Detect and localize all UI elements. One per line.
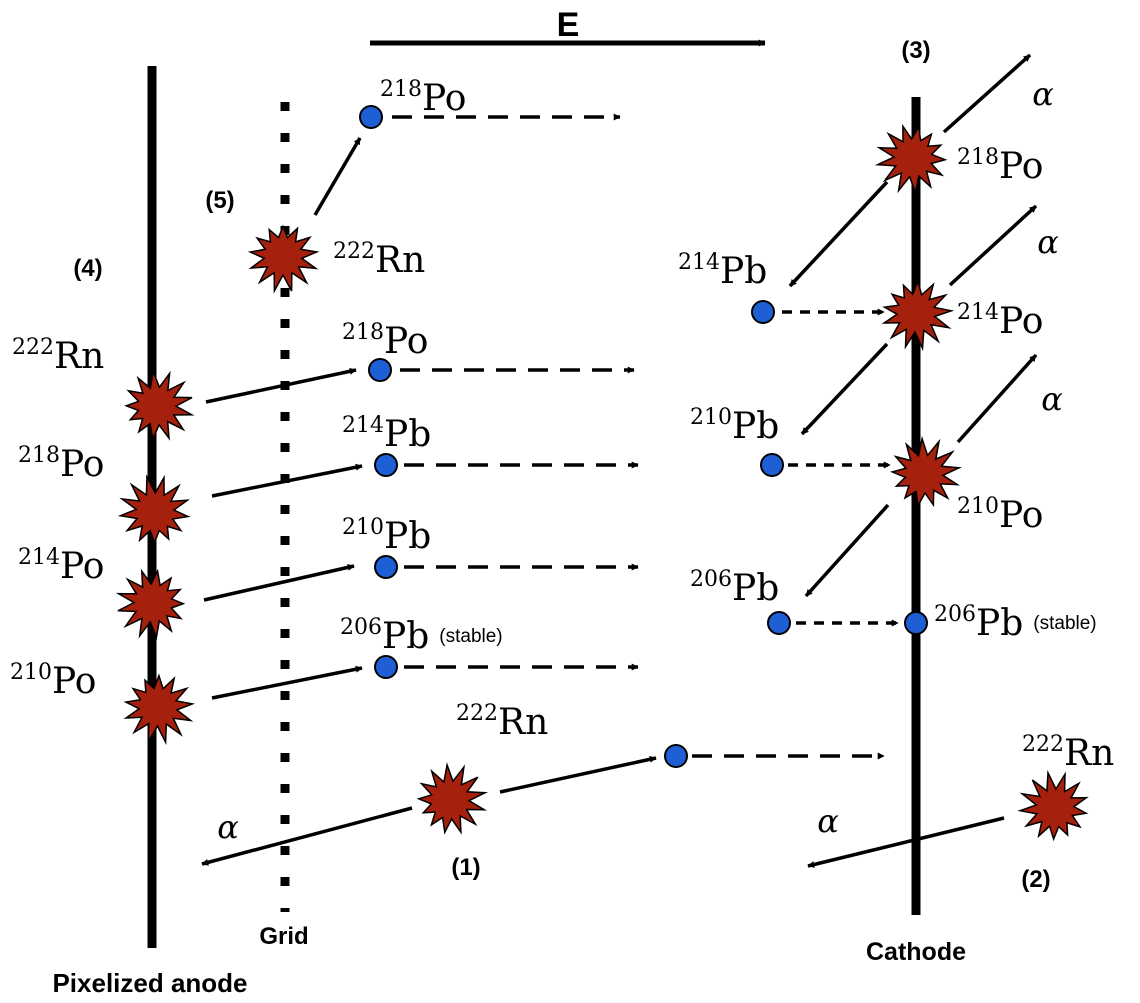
cathode-label: Cathode: [866, 938, 966, 966]
ion-dot: [751, 300, 775, 324]
field-label: E: [557, 6, 580, 44]
daughter-ions: [359, 105, 928, 768]
anode-label: Pixelized anode: [52, 968, 247, 998]
label-pb210-mid: 210Pb: [342, 515, 431, 557]
case-label-2: (2): [1021, 866, 1050, 893]
label-pb214-mid: 214Pb: [342, 413, 431, 455]
alpha-po214: α: [1037, 223, 1059, 261]
decay-burst: [416, 762, 489, 835]
grid-label: Grid: [259, 923, 308, 950]
case-label-4: (4): [73, 255, 102, 282]
ion-dot: [904, 611, 928, 635]
label-po210-anode: 210Po: [10, 660, 96, 702]
alpha-case1: α: [217, 808, 239, 846]
decay-burst: [881, 278, 955, 352]
alpha-po218: α: [1032, 75, 1054, 113]
label-po218-anode: 218Po: [18, 443, 104, 485]
label-pb214-cathode: 214Pb: [678, 250, 767, 292]
label-po214-cathode: 214Po: [957, 300, 1043, 342]
label-pb206-cathode-left: 206Pb: [690, 567, 779, 609]
label-rn222-anode: 222Rn: [12, 335, 104, 377]
ion-dot: [374, 655, 398, 679]
label-rn222-case1: 222Rn: [456, 701, 548, 743]
alpha-case2: α: [817, 802, 839, 840]
label-rn222-case2: 222Rn: [1022, 732, 1114, 774]
decay-burst: [874, 123, 948, 196]
label-po214-anode: 214Po: [18, 545, 104, 587]
label-po218-case5: 218Po: [380, 77, 466, 119]
decay-burst: [123, 673, 196, 746]
decay-burst: [247, 224, 320, 294]
case-label-1: (1): [451, 854, 480, 881]
decay-burst: [1017, 769, 1089, 842]
label-rn222-case5: 222Rn: [333, 239, 425, 281]
ion-dot: [767, 611, 791, 635]
decay-bursts: [115, 123, 1089, 842]
short-drift-arrows: [782, 308, 899, 627]
label-po218-mid: 218Po: [342, 320, 428, 362]
label-pb206-cathode: 206Pb (stable): [934, 602, 1097, 644]
ion-dot: [374, 555, 398, 579]
alpha-labels: α α α α α: [217, 75, 1063, 846]
ion-dot: [359, 105, 383, 129]
label-pb210-cathode: 210Pb: [690, 405, 779, 447]
ion-dot: [374, 453, 398, 477]
trajectory-arrows: [201, 53, 1038, 868]
ion-dot: [760, 453, 784, 477]
label-po218-cathode: 218Po: [957, 145, 1043, 187]
label-po210-cathode: 210Po: [957, 494, 1043, 536]
decay-burst: [124, 368, 195, 442]
case-label-3: (3): [901, 37, 930, 64]
ion-dot: [368, 358, 392, 382]
drift-arrows: [392, 113, 885, 760]
label-pb206-mid: 206Pb (stable): [340, 615, 503, 657]
decay-burst: [117, 474, 191, 545]
alpha-po210: α: [1041, 380, 1063, 418]
case-label-5: (5): [205, 187, 234, 214]
ion-dot: [664, 744, 688, 768]
decay-burst: [889, 435, 962, 508]
nuclide-labels: 218Po 222Rn 222Rn 218Po 214Po 210Po 218P…: [10, 77, 1114, 774]
decay-burst: [115, 568, 186, 641]
